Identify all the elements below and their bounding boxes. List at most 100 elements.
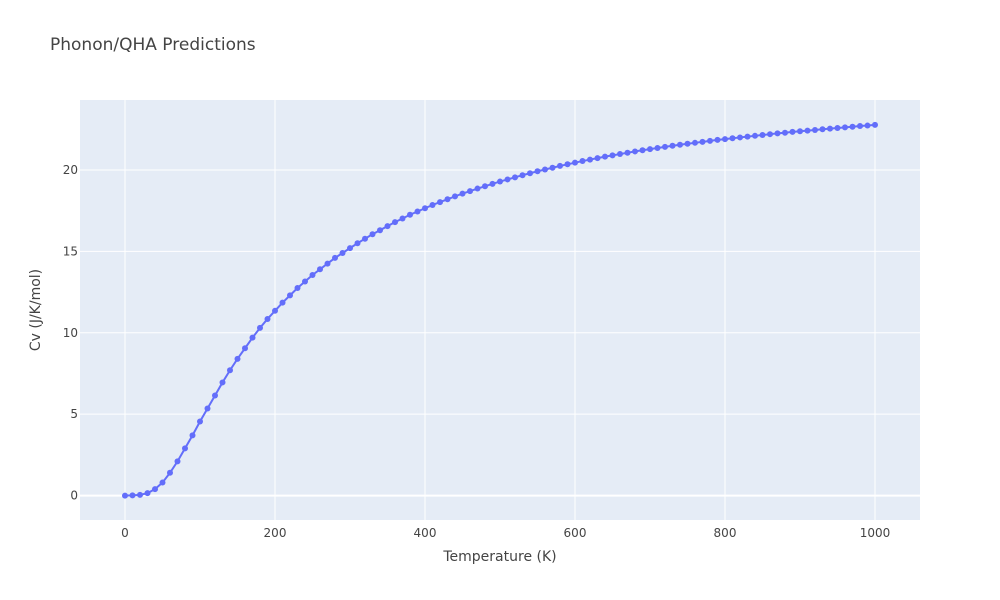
data-point [264,315,271,322]
x-tick-label: 0 [121,526,129,540]
data-point [579,158,586,165]
x-tick-label: 400 [414,526,437,540]
data-point [549,164,556,171]
data-point [767,131,773,138]
data-point [144,490,151,497]
y-tick-label: 15 [63,244,78,258]
data-point [197,418,203,425]
data-point [857,123,863,130]
data-point [219,379,226,386]
data-point [392,219,398,226]
data-point [504,176,511,183]
x-tick-label: 200 [264,526,287,540]
data-point [362,235,368,242]
data-point [819,126,826,133]
data-point [422,205,428,212]
data-point [872,121,878,128]
data-point [129,492,136,499]
data-point [167,469,173,476]
data-point [669,142,676,149]
chart-title: Phonon/QHA Predictions [50,35,256,55]
data-point [227,367,233,374]
data-point [234,355,241,362]
data-point [482,183,488,190]
data-point [444,196,451,203]
data-point [662,143,668,150]
data-point [212,392,218,399]
data-point [827,125,833,132]
data-point [602,153,608,160]
data-point [384,223,391,230]
data-point [594,155,601,162]
data-point [752,132,758,139]
y-axis-title: Cv (J/K/mol) [28,269,44,351]
data-point [407,211,413,218]
x-tick-label: 1000 [860,526,891,540]
data-point [159,479,166,486]
data-point [759,132,766,138]
data-point [624,149,631,156]
data-point [467,188,473,195]
grid-lines [80,100,920,520]
data-point [249,334,256,341]
data-point [474,185,481,192]
data-point [369,231,376,238]
data-point [774,130,781,137]
data-point [849,123,856,130]
data-point [437,199,443,206]
data-point [302,278,308,285]
data-point [842,124,848,131]
x-axis-title: Temperature (K) [442,549,556,565]
data-point [452,193,458,200]
data-point [572,159,578,166]
x-tick-label: 600 [564,526,587,540]
plot-background [80,100,920,520]
data-point [707,137,713,144]
data-point [782,129,788,136]
data-point [677,141,683,148]
y-tick-label: 0 [70,489,78,503]
data-point [692,139,698,146]
data-point [287,292,293,299]
y-tick-label: 10 [63,326,78,340]
x-tick-labels: 0 200 400 600 800 1000 [121,526,890,540]
data-point [527,170,533,177]
data-point [429,202,436,208]
data-point [309,272,316,278]
data-point [414,208,421,215]
data-point [729,135,736,142]
data-point [279,299,286,306]
data-point [332,254,338,261]
data-point [294,285,301,292]
data-point [182,445,188,452]
data-point [789,128,796,135]
data-point [812,126,818,133]
data-series [122,121,878,499]
data-point [557,162,563,169]
data-point [189,432,196,439]
data-point [137,491,143,498]
data-point [684,140,691,147]
data-point [257,324,263,331]
data-point [204,405,211,412]
data-point [519,172,526,179]
data-point [797,128,803,135]
data-point [354,240,361,247]
data-point [174,458,181,465]
data-point [737,134,743,141]
data-point [339,250,346,257]
data-point [617,151,623,158]
data-point [152,486,158,493]
data-point [722,136,728,143]
data-point [512,174,518,181]
data-point [714,136,721,143]
data-point [632,148,638,155]
y-tick-label: 20 [63,163,78,177]
data-point [587,156,593,163]
data-point [122,492,128,499]
data-point [639,147,646,154]
data-point [317,266,323,273]
data-point [609,152,616,159]
data-point [534,168,541,175]
